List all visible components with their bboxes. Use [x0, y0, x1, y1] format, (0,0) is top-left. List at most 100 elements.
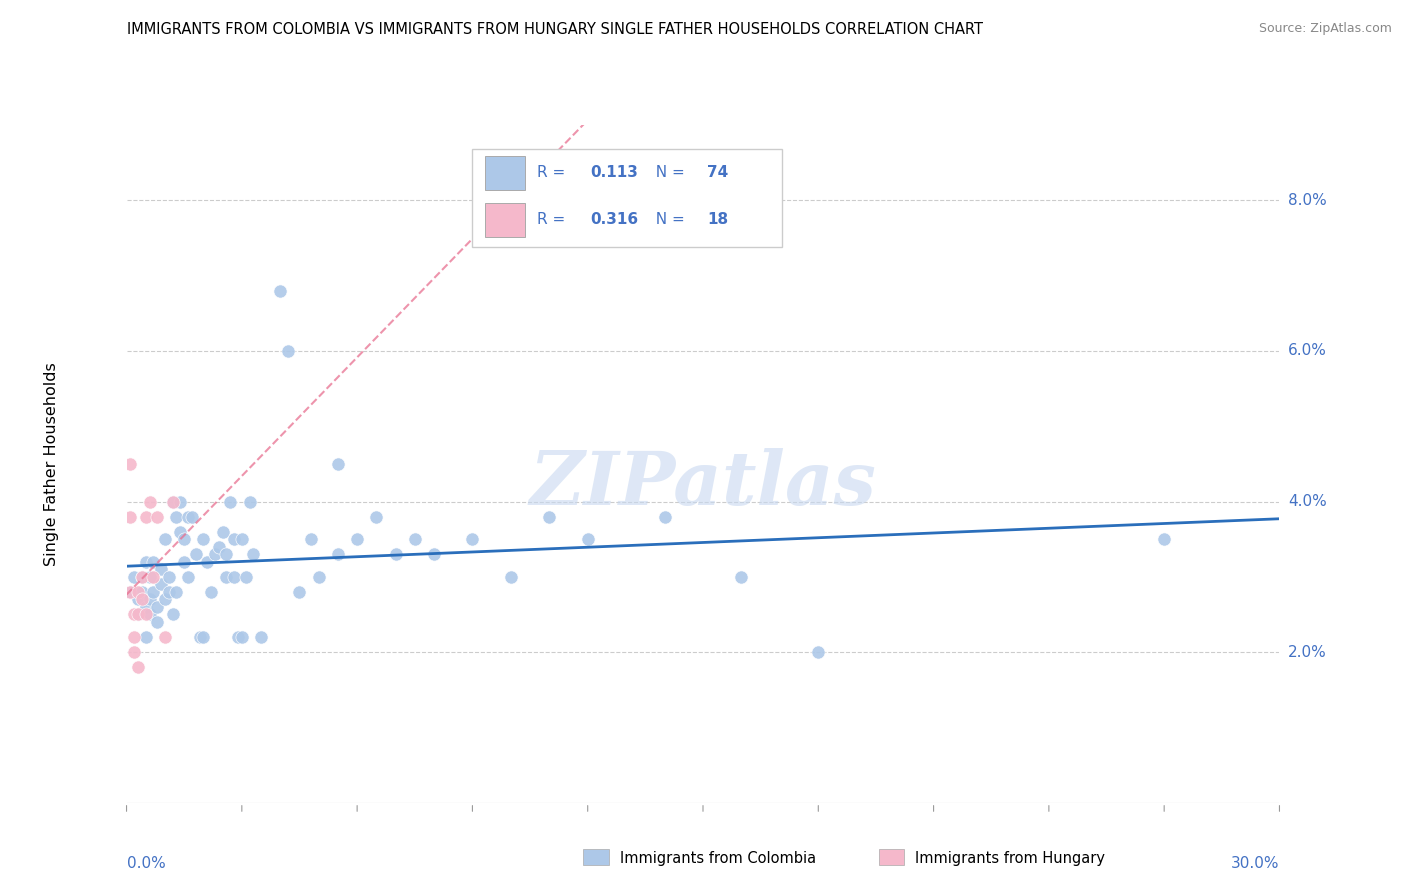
Point: [135, 555, 157, 569]
Point: [146, 615, 169, 629]
Point: [326, 547, 349, 561]
Point: [242, 547, 264, 561]
Point: [150, 562, 173, 576]
Text: 74: 74: [707, 165, 728, 180]
Point: [238, 494, 260, 508]
Point: [120, 509, 142, 524]
Point: [142, 585, 165, 599]
Point: [423, 547, 446, 561]
Point: [807, 645, 830, 659]
Point: [235, 570, 257, 584]
Text: 0.0%: 0.0%: [127, 855, 166, 871]
Point: [131, 592, 153, 607]
Point: [204, 547, 226, 561]
Text: 18: 18: [707, 212, 728, 227]
Point: [224, 570, 246, 584]
Text: IMMIGRANTS FROM COLOMBIA VS IMMIGRANTS FROM HUNGARY SINGLE FATHER HOUSEHOLDS COR: IMMIGRANTS FROM COLOMBIA VS IMMIGRANTS F…: [127, 22, 983, 37]
Point: [146, 509, 169, 524]
Point: [120, 585, 142, 599]
Point: [138, 592, 160, 607]
Point: [326, 457, 349, 471]
Text: ZIPatlas: ZIPatlas: [530, 448, 876, 520]
Point: [135, 607, 157, 622]
Point: [269, 284, 291, 298]
Point: [150, 577, 173, 591]
Point: [366, 509, 388, 524]
Point: [162, 607, 184, 622]
Point: [162, 494, 184, 508]
Point: [277, 343, 299, 358]
Point: [157, 570, 180, 584]
Point: [231, 630, 253, 644]
Text: R =: R =: [537, 165, 571, 180]
Point: [226, 630, 249, 644]
Text: Single Father Households: Single Father Households: [44, 362, 59, 566]
Text: 6.0%: 6.0%: [1288, 343, 1327, 359]
Point: [184, 547, 207, 561]
Bar: [485, 156, 524, 190]
Point: [654, 509, 676, 524]
Point: [169, 524, 191, 539]
Point: [1153, 532, 1175, 546]
Point: [127, 607, 149, 622]
Point: [135, 599, 157, 614]
Point: [127, 660, 149, 674]
Point: [299, 532, 322, 546]
Text: 0.316: 0.316: [591, 212, 638, 227]
Point: [195, 555, 218, 569]
Point: [169, 494, 191, 508]
Point: [188, 630, 211, 644]
Point: [461, 532, 484, 546]
Point: [208, 540, 231, 554]
Point: [166, 585, 188, 599]
Point: [122, 570, 145, 584]
Point: [142, 570, 165, 584]
Point: [177, 509, 200, 524]
Point: [173, 555, 195, 569]
Point: [122, 607, 145, 622]
Text: 0.113: 0.113: [591, 165, 638, 180]
Point: [538, 509, 561, 524]
FancyBboxPatch shape: [472, 149, 782, 247]
Text: Source: ZipAtlas.com: Source: ZipAtlas.com: [1258, 22, 1392, 36]
Point: [162, 494, 184, 508]
Point: [120, 585, 142, 599]
Point: [384, 547, 406, 561]
Point: [404, 532, 426, 546]
Point: [142, 555, 165, 569]
Point: [180, 509, 202, 524]
Point: [166, 509, 188, 524]
Text: 30.0%: 30.0%: [1232, 855, 1279, 871]
Text: 4.0%: 4.0%: [1288, 494, 1326, 509]
Text: Immigrants from Colombia: Immigrants from Colombia: [620, 851, 815, 865]
Point: [131, 570, 153, 584]
Point: [131, 570, 153, 584]
Point: [122, 630, 145, 644]
Point: [138, 570, 160, 584]
Point: [224, 532, 246, 546]
Text: 8.0%: 8.0%: [1288, 193, 1326, 208]
Text: N =: N =: [645, 165, 689, 180]
Point: [346, 532, 368, 546]
Point: [215, 547, 238, 561]
Point: [153, 532, 176, 546]
Point: [135, 509, 157, 524]
Point: [138, 607, 160, 622]
Point: [131, 585, 153, 599]
Point: [288, 585, 311, 599]
Text: Immigrants from Hungary: Immigrants from Hungary: [915, 851, 1105, 865]
Point: [177, 570, 200, 584]
Point: [173, 532, 195, 546]
Point: [153, 630, 176, 644]
Point: [193, 532, 215, 546]
Point: [231, 532, 253, 546]
Point: [146, 599, 169, 614]
Point: [122, 645, 145, 659]
Bar: [485, 202, 524, 237]
Point: [211, 524, 233, 539]
Point: [499, 570, 522, 584]
Text: 2.0%: 2.0%: [1288, 645, 1326, 660]
Point: [730, 570, 752, 584]
Point: [127, 607, 149, 622]
Point: [157, 585, 180, 599]
